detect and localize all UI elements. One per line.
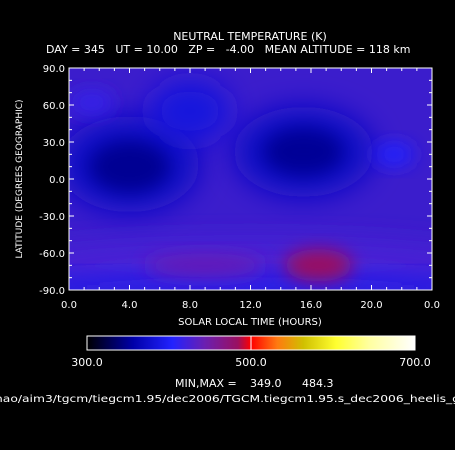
- y-tick-label: -90.0: [39, 286, 65, 297]
- y-tick-label: -60.0: [39, 249, 65, 260]
- feature-warm-patch: [374, 142, 415, 167]
- file-path: hao/aim3/tgcm/tiegcm1.95/dec2006/TGCM.ti…: [0, 394, 455, 405]
- minmax-label: MIN,MAX =: [175, 377, 237, 390]
- colorbar-label-min: 300.0: [71, 356, 103, 369]
- min-value: 349.0: [250, 377, 282, 390]
- cool-region: [150, 81, 230, 142]
- x-tick-label: 16.0: [300, 300, 322, 311]
- feature-warm-band: [145, 253, 266, 278]
- y-tick-label: 90.0: [43, 64, 65, 75]
- feature-cold-min: [263, 127, 344, 176]
- y-axis-label: LATITUDE (DEGREES GEOGRAPHIC): [15, 99, 25, 258]
- y-tick-label: 60.0: [43, 101, 65, 112]
- feature-cold-min: [89, 140, 170, 193]
- colorbar-label-max: 700.0: [399, 356, 431, 369]
- x-axis-label: SOLAR LOCAL TIME (HOURS): [178, 317, 322, 328]
- feature-warm-patch: [69, 90, 114, 115]
- y-tick-label: -30.0: [39, 212, 65, 223]
- max-value: 484.3: [302, 377, 334, 390]
- chart-title: NEUTRAL TEMPERATURE (K): [173, 30, 327, 43]
- chart-subtitle: DAY = 345 UT = 10.00 ZP = -4.00 MEAN ALT…: [46, 43, 410, 56]
- south-pole-band: [69, 275, 432, 290]
- y-tick-label: 30.0: [43, 138, 65, 149]
- colorbar-label-mid: 500.0: [235, 356, 267, 369]
- x-tick-label: 0.0: [61, 300, 77, 311]
- x-tick-label: 4.0: [122, 300, 138, 311]
- x-tick-label: 0.0: [424, 300, 440, 311]
- x-tick-label: 8.0: [182, 300, 198, 311]
- feature-warm-max: [284, 249, 353, 282]
- y-tick-label: 0.0: [49, 175, 65, 186]
- x-tick-label: 20.0: [360, 300, 382, 311]
- heatmap-field: [69, 68, 432, 290]
- x-tick-label: 12.0: [239, 300, 261, 311]
